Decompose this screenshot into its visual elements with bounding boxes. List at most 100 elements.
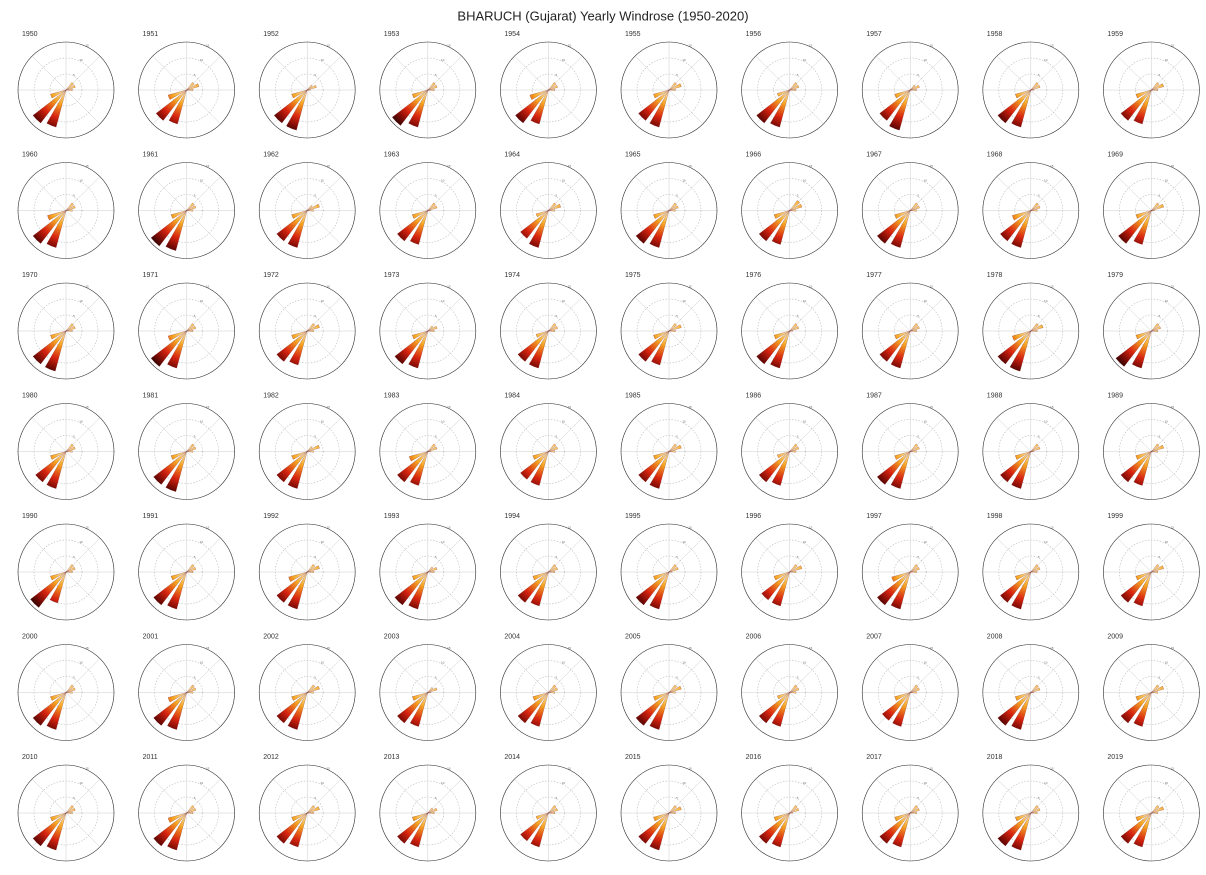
petal <box>186 571 194 573</box>
petal <box>653 89 670 99</box>
petal <box>789 330 793 332</box>
grid-ring <box>154 660 219 725</box>
petal <box>894 330 911 340</box>
petal <box>186 691 194 694</box>
petal <box>1133 451 1152 486</box>
petal <box>1151 82 1160 91</box>
petal <box>65 812 73 814</box>
r-tick-label: 5 <box>314 194 316 198</box>
petal <box>307 205 313 211</box>
plot-title: 1992 <box>263 513 279 520</box>
petal <box>638 812 670 844</box>
windrose: 1956 5 10 15 <box>741 31 838 139</box>
r-tick-label: 5 <box>676 676 678 680</box>
r-tick-label: 5 <box>1038 314 1040 318</box>
plot-title: 1969 <box>1107 151 1123 158</box>
grid-ring <box>877 780 943 846</box>
petal <box>529 89 549 100</box>
petal <box>65 805 74 814</box>
grid-ring <box>893 555 927 589</box>
petal <box>1151 209 1155 212</box>
r-tick-label: 5 <box>917 435 919 439</box>
r-tick-label: 10 <box>682 179 686 183</box>
outer-ring <box>620 644 718 741</box>
r-tick-label: 10 <box>79 661 83 665</box>
r-tick-label: 10 <box>441 781 445 785</box>
grid-ring <box>154 178 219 243</box>
petal <box>397 210 428 242</box>
petal <box>891 571 911 582</box>
petal <box>653 692 670 701</box>
plot-title: 1987 <box>866 392 882 399</box>
outer-ring <box>17 41 115 139</box>
petal <box>910 684 918 693</box>
grid-ring <box>411 555 445 589</box>
petal <box>287 692 308 730</box>
r-tick-label: 5 <box>73 676 75 680</box>
outer-ring <box>379 41 477 139</box>
r-tick-label: 10 <box>803 58 807 62</box>
grid-ring <box>411 73 445 107</box>
petal <box>167 692 187 703</box>
grid-ring <box>636 780 702 846</box>
grid-ring <box>532 435 565 468</box>
petal <box>789 687 799 693</box>
petal <box>167 330 187 341</box>
r-tick-label: 5 <box>917 73 919 77</box>
petal <box>186 450 194 453</box>
petal <box>65 85 76 91</box>
petal <box>1151 565 1164 573</box>
r-tick-label: 10 <box>79 299 83 303</box>
grid-ring <box>1014 555 1048 589</box>
grid-ring <box>1119 780 1184 846</box>
petal <box>165 451 187 492</box>
petal <box>412 210 428 219</box>
r-tick-label: 5 <box>797 194 799 198</box>
r-tick-label: 15 <box>85 405 89 409</box>
windrose: 1961 5 10 15 <box>138 151 235 259</box>
petal <box>167 330 187 369</box>
r-tick-label: 10 <box>803 420 807 424</box>
r-tick-label: 15 <box>1171 646 1175 650</box>
r-tick-label: 5 <box>556 194 558 198</box>
grid-ring <box>49 194 83 227</box>
petal <box>1151 805 1160 814</box>
outer-ring <box>982 644 1080 741</box>
r-tick-label: 10 <box>923 299 927 303</box>
petal <box>668 812 676 814</box>
petal <box>410 210 428 245</box>
r-tick-label: 15 <box>568 525 572 529</box>
windrose: 1983 5 10 15 <box>379 392 477 500</box>
grid-ring <box>652 194 686 227</box>
petal <box>770 89 790 128</box>
grid-ring <box>1014 314 1048 348</box>
petal <box>910 446 920 452</box>
petal <box>530 89 549 125</box>
petal <box>167 571 187 610</box>
grid-ring <box>274 780 340 846</box>
windrose: 1997 5 10 15 <box>861 513 959 621</box>
petal <box>548 82 557 91</box>
grid-ring <box>274 57 340 123</box>
plot-title: 1960 <box>22 151 38 158</box>
outer-ring <box>982 282 1080 380</box>
petal <box>186 687 196 693</box>
r-tick-label: 5 <box>314 73 316 77</box>
petal <box>1011 812 1031 851</box>
petal <box>910 326 920 332</box>
grid-ring <box>395 298 461 364</box>
windrose: 1985 5 10 15 <box>620 392 718 500</box>
outer-ring <box>620 41 718 139</box>
grid-ring <box>998 539 1064 605</box>
petal <box>155 89 187 121</box>
petal <box>287 210 308 248</box>
r-tick-label: 15 <box>447 646 451 650</box>
r-tick-label: 10 <box>682 540 686 544</box>
petal <box>649 571 670 610</box>
plot-title: 1961 <box>143 151 159 158</box>
petal <box>65 202 74 211</box>
grid-ring <box>274 419 340 484</box>
petal <box>307 203 320 211</box>
r-tick-label: 15 <box>85 164 89 168</box>
grid-ring <box>49 435 83 468</box>
